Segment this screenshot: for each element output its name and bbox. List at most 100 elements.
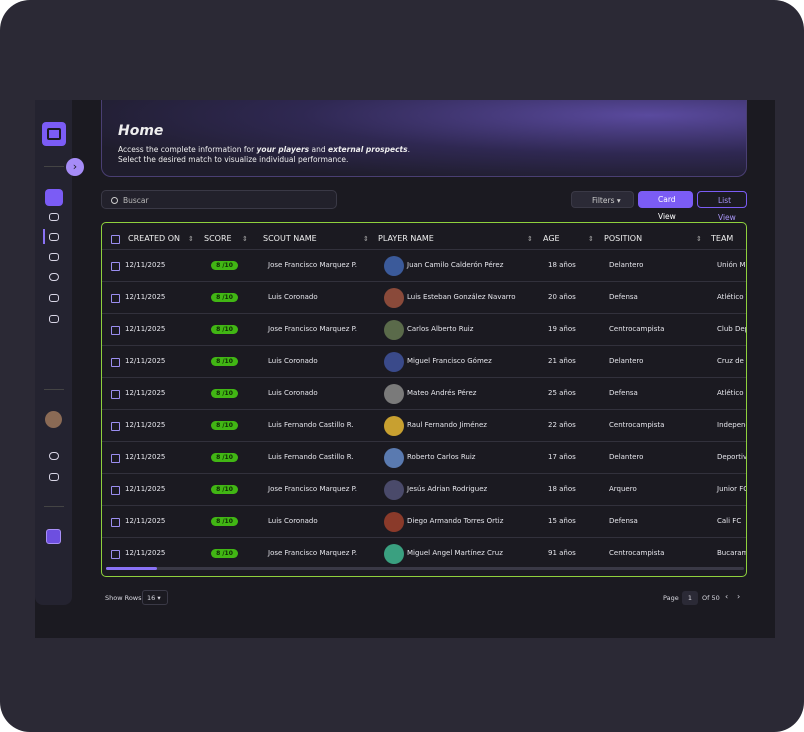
cell-text: Centrocampista [609,325,665,333]
score-badge: 8 /10 [211,293,238,302]
table-row[interactable]: 12/11/2025 8 /10 Luis Fernando Castillo R.… [102,441,747,474]
nav-icon[interactable] [49,294,59,302]
scrollbar-thumb[interactable] [106,567,157,570]
cell-text: Miguel Angel Martínez Cruz [407,549,503,557]
score-badge: 8 /10 [211,453,238,462]
cell-text: Luis Esteban González Navarro [407,293,516,301]
table-row[interactable]: 12/11/2025 8 /10 Luis Coronado Luis Esteban… [102,281,746,314]
cell-text: Delantero [609,261,644,269]
cell-text: 12/11/2025 [125,549,166,557]
page-input[interactable]: 1 [682,591,698,605]
row-checkbox[interactable] [111,422,120,431]
player-avatar [384,544,404,564]
column-header: TEAM [711,234,734,243]
cell-text: 15 años [548,517,576,525]
text: Access the complete information for [118,145,257,154]
cell-text: 12/11/2025 [125,389,166,397]
cell-text: Centrocampista [609,549,665,557]
cell-text: Atlético V [717,293,746,301]
player-avatar [384,352,404,372]
column-header: AGE [543,234,560,243]
table-row[interactable]: 12/11/2025 8 /10 Jose Francisco Marquez P.… [102,249,746,282]
cell-text: Junior FC [717,485,747,493]
scrollbar-track [106,567,744,570]
nav-home[interactable] [45,189,63,206]
nav-icon[interactable] [49,233,59,241]
row-checkbox[interactable] [111,486,120,495]
search-input[interactable]: Buscar [101,190,337,209]
filters-button[interactable]: Filters ▾ [571,191,634,208]
cell-text: Jesús Adrian Rodriguez [407,485,488,493]
table-row[interactable]: 12/11/2025 8 /10 Jose Francisco Marquez P.… [102,313,747,346]
row-checkbox[interactable] [111,454,120,463]
expand-button[interactable]: › [66,158,84,176]
text: Select the desired match to visualize in… [118,155,349,164]
cell-text: 19 años [548,325,576,333]
settings-icon[interactable] [49,452,59,460]
cell-text: Deportiv [717,453,747,461]
cell-text: Delantero [609,357,644,365]
column-header: PLAYER NAME [378,234,434,243]
sort-icon[interactable]: ⇕ [696,235,702,243]
cell-text: Centrocampista [609,421,665,429]
cell-text: 17 años [548,453,576,461]
table-row[interactable]: 12/11/2025 8 /10 Luis Coronado Miguel Franc… [102,345,746,378]
list-view-button[interactable]: List View [697,191,747,222]
table-row[interactable]: 12/11/2025 8 /10 Luis Coronado Mateo Andrés… [102,377,746,410]
sort-icon[interactable]: ⇕ [242,235,248,243]
table-row[interactable]: 12/11/2025 8 /10 Jose Francisco Marquez P.… [102,537,746,570]
nav-icon[interactable] [49,315,59,323]
cell-text: Luis Fernando Castillo R. [268,421,354,429]
logo[interactable] [42,122,66,146]
row-checkbox[interactable] [111,294,120,303]
row-checkbox[interactable] [111,358,120,367]
cell-text: Defensa [609,389,638,397]
cell-text: Jose Francisco Marquez P. [268,325,357,333]
cell-text: 18 años [548,261,576,269]
card-view-button[interactable]: Card View [638,191,693,221]
sort-icon[interactable]: ⇕ [527,235,533,243]
cell-text: 12/11/2025 [125,261,166,269]
player-avatar [384,480,404,500]
sort-icon[interactable]: ⇕ [588,235,594,243]
emphasis: external prospects [328,145,408,154]
cell-text: Jose Francisco Marquez P. [268,549,357,557]
prev-page[interactable]: ‹ [725,592,729,601]
theme-toggle[interactable] [46,529,61,544]
row-checkbox[interactable] [111,326,120,335]
row-checkbox[interactable] [111,550,120,559]
emphasis: your players [256,145,310,154]
row-checkbox[interactable] [111,262,120,271]
logout-icon[interactable] [49,473,59,481]
row-checkbox[interactable] [111,518,120,527]
score-badge: 8 /10 [211,389,238,398]
cell-text: 12/11/2025 [125,325,166,333]
cell-text: Delantero [609,453,644,461]
table-row[interactable]: 12/11/2025 8 /10 Luis Fernando Castillo R.… [102,409,746,442]
cell-text: Luis Coronado [268,517,318,525]
cell-text: Club Dep [717,325,747,333]
show-rows-label: Show Rows [105,594,142,602]
divider [44,166,64,167]
sort-icon[interactable]: ⇕ [188,235,194,243]
header-checkbox[interactable] [111,235,120,244]
sort-icon[interactable]: ⇕ [363,235,369,243]
row-checkbox[interactable] [111,390,120,399]
cell-text: 12/11/2025 [125,517,166,525]
page-label: Page [663,594,679,602]
user-avatar[interactable] [45,411,62,428]
player-avatar [384,384,404,404]
nav-icon[interactable] [49,213,59,221]
nav-icon[interactable] [49,273,59,281]
next-page[interactable]: › [737,592,741,601]
cell-text: 12/11/2025 [125,453,166,461]
show-rows-select[interactable]: 16 ▾ [142,590,168,605]
cell-text: 12/11/2025 [125,421,166,429]
score-badge: 8 /10 [211,485,238,494]
table-row[interactable]: 12/11/2025 8 /10 Luis Coronado Diego Armand… [102,505,746,538]
nav-icon[interactable] [49,253,59,261]
cell-text: Cruz de S [717,357,746,365]
table-row[interactable]: 12/11/2025 8 /10 Jose Francisco Marquez P.… [102,473,747,506]
select-value: 16 [147,594,156,602]
